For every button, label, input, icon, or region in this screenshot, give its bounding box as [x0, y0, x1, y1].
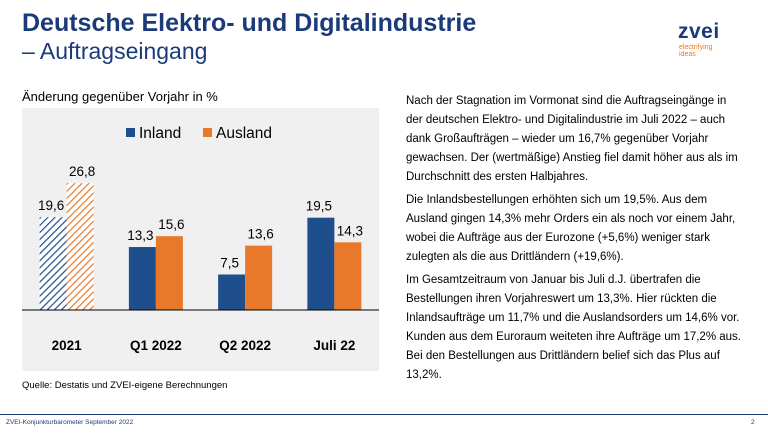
data-label-inland-1: 13,3: [127, 228, 153, 243]
legend-swatch-inland: [126, 128, 135, 137]
bar-ausland-0: [66, 183, 94, 310]
page-title: Deutsche Elektro- und Digitalindustrie: [22, 9, 477, 37]
x-tick-label-2: Q2 2022: [219, 338, 271, 353]
page-number: 2: [751, 419, 755, 426]
legend-label-ausland: Ausland: [216, 125, 272, 142]
bar-ausland-2: [245, 245, 273, 310]
bar-ausland-1: [155, 236, 183, 310]
chart-subtitle: Änderung gegenüber Vorjahr in %: [22, 89, 218, 104]
x-tick-label-1: Q1 2022: [130, 338, 182, 353]
bar-inland-0: [39, 217, 67, 310]
chart-legend: Inland Ausland: [126, 125, 272, 142]
page-subtitle: – Auftragseingang: [22, 38, 208, 64]
chart-panel: Inland Ausland 19,6 26,8 13,3 15,6 7,5 13,6 19,…: [22, 108, 379, 371]
logo-wordmark: zvei: [678, 20, 720, 43]
bar-ausland-3: [334, 242, 362, 310]
bar-inland-3: [307, 217, 335, 310]
data-label-inland-3: 19,5: [306, 199, 332, 214]
source-note: Quelle: Destatis und ZVEI-eigene Berechn…: [22, 380, 228, 391]
data-label-inland-2: 7,5: [220, 256, 239, 271]
data-label-ausland-2: 13,6: [247, 227, 273, 242]
commentary-paragraph: Nach der Stagnation im Vormonat sind die…: [406, 95, 738, 183]
data-label-ausland-1: 15,6: [158, 217, 184, 232]
data-label-ausland-0: 26,8: [69, 164, 95, 179]
x-tick-label-3: Juli 22: [313, 338, 355, 353]
legend-label-inland: Inland: [139, 125, 181, 142]
x-tick-label-0: 2021: [52, 338, 83, 353]
legend-swatch-ausland: [203, 128, 212, 137]
commentary-text: Nach der Stagnation im Vormonat sind die…: [406, 92, 744, 389]
bar-inland-1: [128, 247, 156, 310]
commentary-paragraph: Die Inlandsbestellungen erhöhten sich um…: [406, 194, 736, 263]
data-label-ausland-3: 14,3: [337, 223, 363, 238]
bar-inland-2: [218, 274, 246, 310]
logo-tagline-line2: ideas: [679, 51, 696, 58]
x-axis-labels: 2021 Q1 2022 Q2 2022 Juli 22: [52, 338, 356, 353]
footer-divider: [0, 414, 768, 415]
logo-tagline: electrifying ideas: [679, 44, 739, 58]
data-label-inland-0: 19,6: [38, 198, 64, 213]
logo-tagline-line1: electrifying: [679, 44, 713, 51]
chart-bars: 19,6 26,8 13,3 15,6 7,5 13,6 19,5 14,3: [38, 164, 363, 310]
zvei-logo: zvei electrifying ideas: [678, 20, 748, 62]
footer-label: ZVEI-Konjunkturbarometer September 2022: [6, 419, 134, 426]
bar-chart: Inland Ausland 19,626,813,315,67,513,619,…: [22, 125, 379, 353]
commentary-paragraph: Im Gesamtzeitraum von Januar bis Juli d.…: [406, 274, 741, 381]
